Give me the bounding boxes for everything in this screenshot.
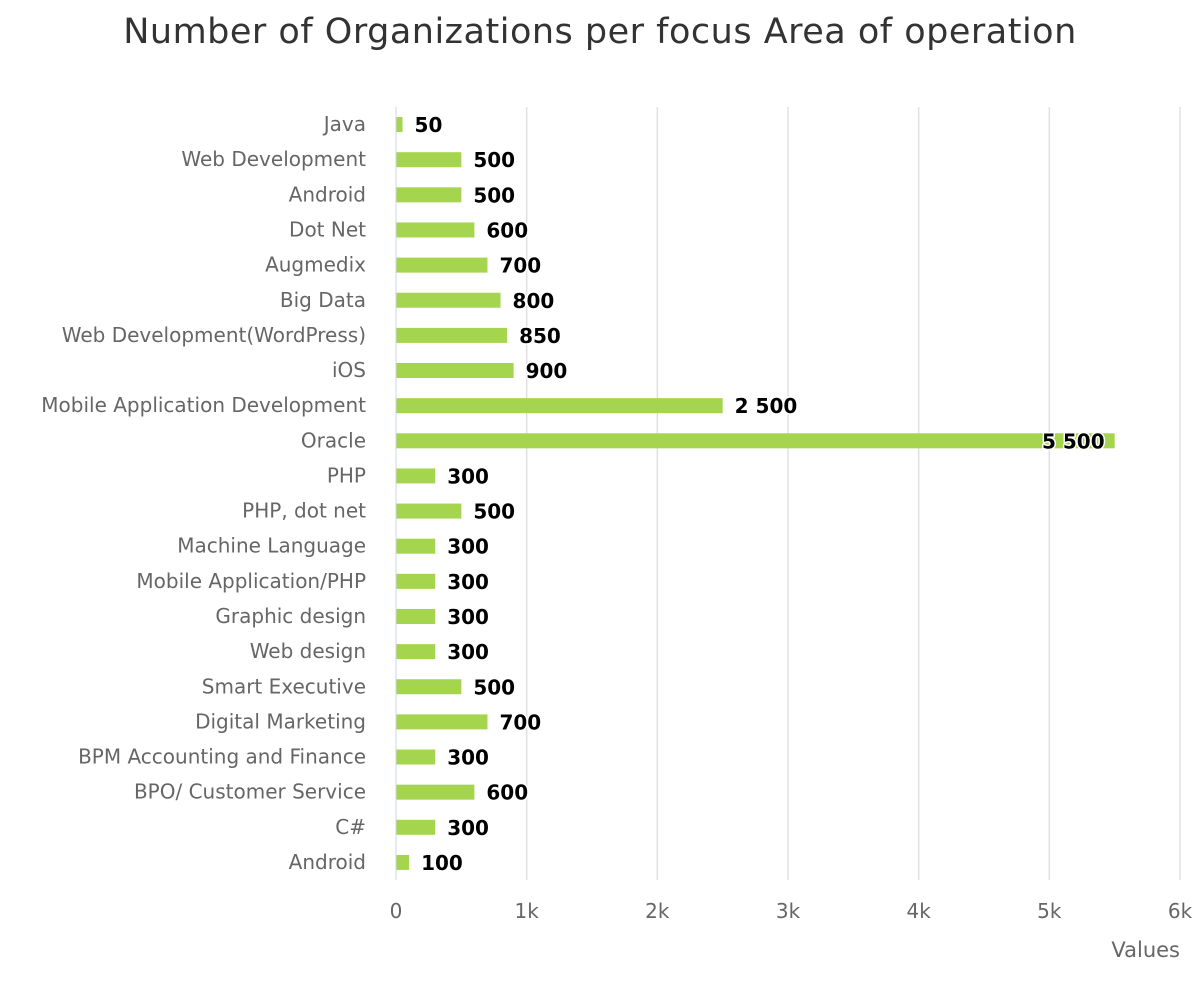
bar <box>396 152 462 168</box>
data-label: 300 <box>447 746 489 770</box>
category-label: Android <box>289 850 366 874</box>
x-tick-label: 1k <box>515 899 540 923</box>
bar <box>396 749 436 765</box>
data-label: 5 500 <box>1042 429 1105 453</box>
bar <box>396 854 410 870</box>
data-label: 600 <box>486 218 528 242</box>
data-label: 700 <box>499 254 541 278</box>
bar <box>396 327 508 343</box>
category-label: Digital Marketing <box>195 709 366 733</box>
category-label: PHP, dot net <box>242 499 366 523</box>
x-tick-label: 3k <box>776 899 801 923</box>
category-label: Machine Language <box>177 534 366 558</box>
data-label: 500 <box>473 183 515 207</box>
category-label: BPM Accounting and Finance <box>78 745 366 769</box>
x-tick-label: 6k <box>1168 899 1193 923</box>
category-label: Web Development <box>181 147 366 171</box>
chart-title: Number of Organizations per focus Area o… <box>123 12 1077 52</box>
category-label: Smart Executive <box>202 674 366 698</box>
bar <box>396 608 436 624</box>
x-tick-label: 2k <box>645 899 670 923</box>
category-label: Web Development(WordPress) <box>62 323 366 347</box>
bars <box>396 117 1115 870</box>
category-label: Big Data <box>280 288 366 312</box>
category-label: Mobile Application/PHP <box>136 569 366 593</box>
grid-lines <box>525 107 1181 880</box>
category-label: Web design <box>250 639 366 663</box>
category-label: Mobile Application Development <box>41 393 366 417</box>
bar <box>396 222 475 238</box>
data-label: 700 <box>499 710 541 734</box>
bar <box>396 644 436 660</box>
x-tick-label: 0 <box>390 899 403 923</box>
bar <box>396 187 462 203</box>
data-label: 300 <box>447 605 489 629</box>
category-label: Java <box>322 112 366 136</box>
category-label: BPO/ Customer Service <box>134 780 366 804</box>
data-label: 500 <box>473 500 515 524</box>
data-label: 300 <box>447 464 489 488</box>
axes: 0 1k 2k 3k 4k 5k 6k <box>390 107 1193 923</box>
bar <box>396 117 403 133</box>
bar <box>396 257 488 273</box>
category-label: PHP <box>327 463 366 487</box>
category-label: C# <box>335 815 366 839</box>
x-tick-label: 5k <box>1037 899 1062 923</box>
bar <box>396 468 436 484</box>
x-axis-title: Values <box>1111 938 1180 962</box>
bar <box>396 573 436 589</box>
data-label: 500 <box>473 148 515 172</box>
data-label: 50 <box>415 113 443 137</box>
x-tick-label: 4k <box>907 899 932 923</box>
bar <box>396 714 488 730</box>
data-label: 850 <box>519 324 561 348</box>
data-label: 500 <box>473 675 515 699</box>
category-label: Dot Net <box>289 217 366 241</box>
data-label: 900 <box>526 359 568 383</box>
category-label: Oracle <box>301 428 366 452</box>
bar <box>396 819 436 835</box>
data-label: 600 <box>486 781 528 805</box>
data-label: 100 <box>421 851 463 875</box>
data-label: 800 <box>513 289 555 313</box>
category-label: Graphic design <box>215 604 366 628</box>
data-label: 2 500 <box>735 394 798 418</box>
data-label: 300 <box>447 570 489 594</box>
bar <box>396 363 514 379</box>
bar <box>396 433 1115 449</box>
bar <box>396 538 436 554</box>
category-label: Android <box>289 182 366 206</box>
bar <box>396 784 475 800</box>
bar <box>396 679 462 695</box>
bar <box>396 292 501 308</box>
data-label: 300 <box>447 535 489 559</box>
category-label: iOS <box>332 358 366 382</box>
data-label: 300 <box>447 816 489 840</box>
data-label: 300 <box>447 640 489 664</box>
bar <box>396 503 462 519</box>
labels: Java 50 Web Development 500 Android 500 Dot Ne… <box>41 112 1106 877</box>
category-label: Augmedix <box>265 253 366 277</box>
bar <box>396 398 723 414</box>
